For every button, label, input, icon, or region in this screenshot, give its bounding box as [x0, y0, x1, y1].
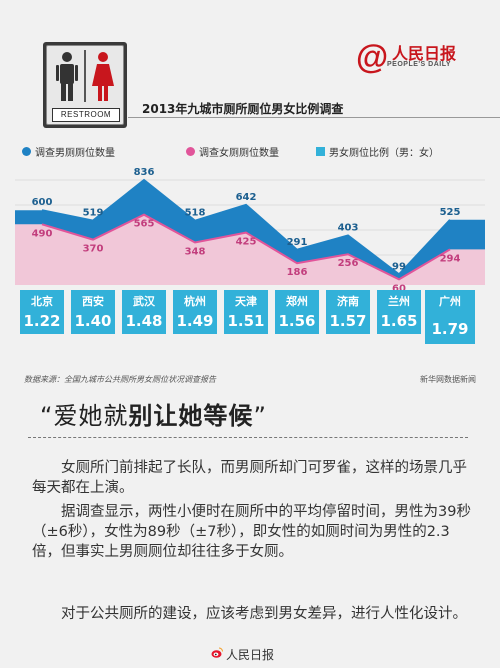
female-value-label: 186	[287, 267, 308, 278]
restroom-sign-icon: RESTROOM	[43, 42, 127, 128]
ratio-box	[71, 290, 115, 334]
city-label: 济南	[337, 294, 359, 308]
chart-title: 2013年九城市厕所厕位男女比例调查	[142, 102, 344, 116]
ratio-box	[20, 290, 64, 334]
ratio-box	[377, 290, 421, 334]
ratio-value-label: 1.49	[176, 312, 213, 330]
title-divider	[128, 117, 500, 118]
legend-female-swatch	[186, 147, 195, 156]
female-value-label: 565	[134, 219, 155, 230]
female-value-label: 60	[392, 283, 406, 294]
male-value-label: 600	[32, 197, 53, 208]
paragraph-3: 对于公共厕所的建设，应该考虑到男女差异，进行人性化设计。	[61, 606, 467, 622]
data-credit: 新华网数据新闻	[420, 375, 476, 384]
female-value-label: 348	[185, 246, 206, 257]
ratio-value-label: 1.56	[278, 312, 315, 330]
female-value-label: 370	[83, 244, 104, 255]
ratio-value-label: 1.57	[329, 312, 366, 330]
ratio-value-label: 1.22	[23, 312, 60, 330]
male-value-label: 518	[185, 208, 206, 219]
ratio-box	[224, 290, 268, 334]
legend-male-label: 调查男厕厕位数量	[35, 148, 115, 159]
city-label: 广州	[439, 294, 461, 308]
city-label: 西安	[82, 294, 104, 308]
header: RESTROOM @ 人民日报 PEOPLE'S DAILY 2013年九城市厕…	[0, 0, 500, 148]
quote-normal: 爱她就	[53, 402, 129, 430]
legend-male-swatch	[22, 147, 31, 156]
chart-legend: 调查男厕厕位数量 调查女厕厕位数量 男女厕位比例（男：女）	[0, 140, 500, 160]
city-label: 武汉	[133, 294, 156, 308]
female-value-label: 294	[440, 253, 461, 264]
female-area	[15, 214, 485, 285]
male-value-label: 836	[134, 167, 155, 178]
male-value-label: 642	[236, 192, 257, 203]
data-source: 数据来源：全国九城市公共厕所男女厕位状况调查报告	[24, 375, 216, 384]
quote-close: ”	[253, 402, 267, 430]
quote-bold: 别让她等候	[128, 402, 254, 430]
city-label: 郑州	[286, 294, 308, 308]
dashed-divider	[28, 437, 468, 438]
man-woman-icon	[56, 50, 114, 102]
ratio-value-label: 1.79	[431, 320, 468, 338]
male-line	[41, 178, 451, 276]
male-value-label: 403	[338, 222, 359, 233]
legend-item-male: 调查男厕厕位数量	[22, 144, 115, 159]
weibo-icon	[211, 647, 223, 658]
city-label: 兰州	[388, 294, 410, 308]
ratio-box	[173, 290, 217, 334]
female-value-label: 425	[236, 237, 257, 248]
ratio-box	[275, 290, 319, 334]
ratio-box	[425, 290, 475, 344]
male-value-label: 99	[392, 261, 406, 272]
logo-text-cn: 人民日报	[392, 44, 457, 63]
male-value-label: 291	[287, 237, 308, 248]
footer-credit: 人民日报	[226, 648, 275, 662]
paragraph-1: 女厕所门前排起了长队，而男厕所却门可罗雀，这样的场景几乎每天都在上演。	[32, 460, 467, 496]
female-line	[41, 213, 451, 281]
area-chart: 600 519 836 518 642 291 403 99 525 490 370 565 348 42…	[15, 167, 485, 344]
logo-text-en: PEOPLE'S DAILY	[387, 61, 452, 68]
city-label: 天津	[235, 294, 257, 308]
ratio-value-label: 1.48	[125, 312, 162, 330]
ratio-box	[122, 290, 166, 334]
restroom-label: RESTROOM	[52, 108, 120, 122]
paragraph-2: 据调查显示，两性小便时在厕所中的平均停留时间，男性为39秒（±6秒），女性为89…	[32, 504, 471, 560]
legend-item-female: 调查女厕厕位数量	[186, 144, 279, 159]
legend-item-ratio: 男女厕位比例（男：女）	[316, 144, 439, 159]
ratio-value-label: 1.40	[74, 312, 111, 330]
male-value-label: 525	[440, 207, 461, 218]
quote-open: “	[40, 402, 54, 430]
city-label: 北京	[31, 294, 53, 308]
male-value-label: 519	[83, 208, 104, 219]
female-value-label: 256	[338, 258, 359, 269]
legend-ratio-swatch	[316, 147, 325, 156]
legend-female-label: 调查女厕厕位数量	[199, 148, 279, 159]
people-daily-logo-icon: @	[356, 38, 389, 75]
ratio-value-label: 1.65	[380, 312, 417, 330]
female-value-label: 490	[32, 228, 53, 239]
ratio-box	[326, 290, 370, 334]
city-label: 杭州	[184, 294, 206, 308]
quote-heading: “爱她就别让她等候”	[40, 396, 267, 431]
legend-ratio-label: 男女厕位比例（男：女）	[329, 148, 439, 159]
ratio-value-label: 1.51	[227, 312, 264, 330]
